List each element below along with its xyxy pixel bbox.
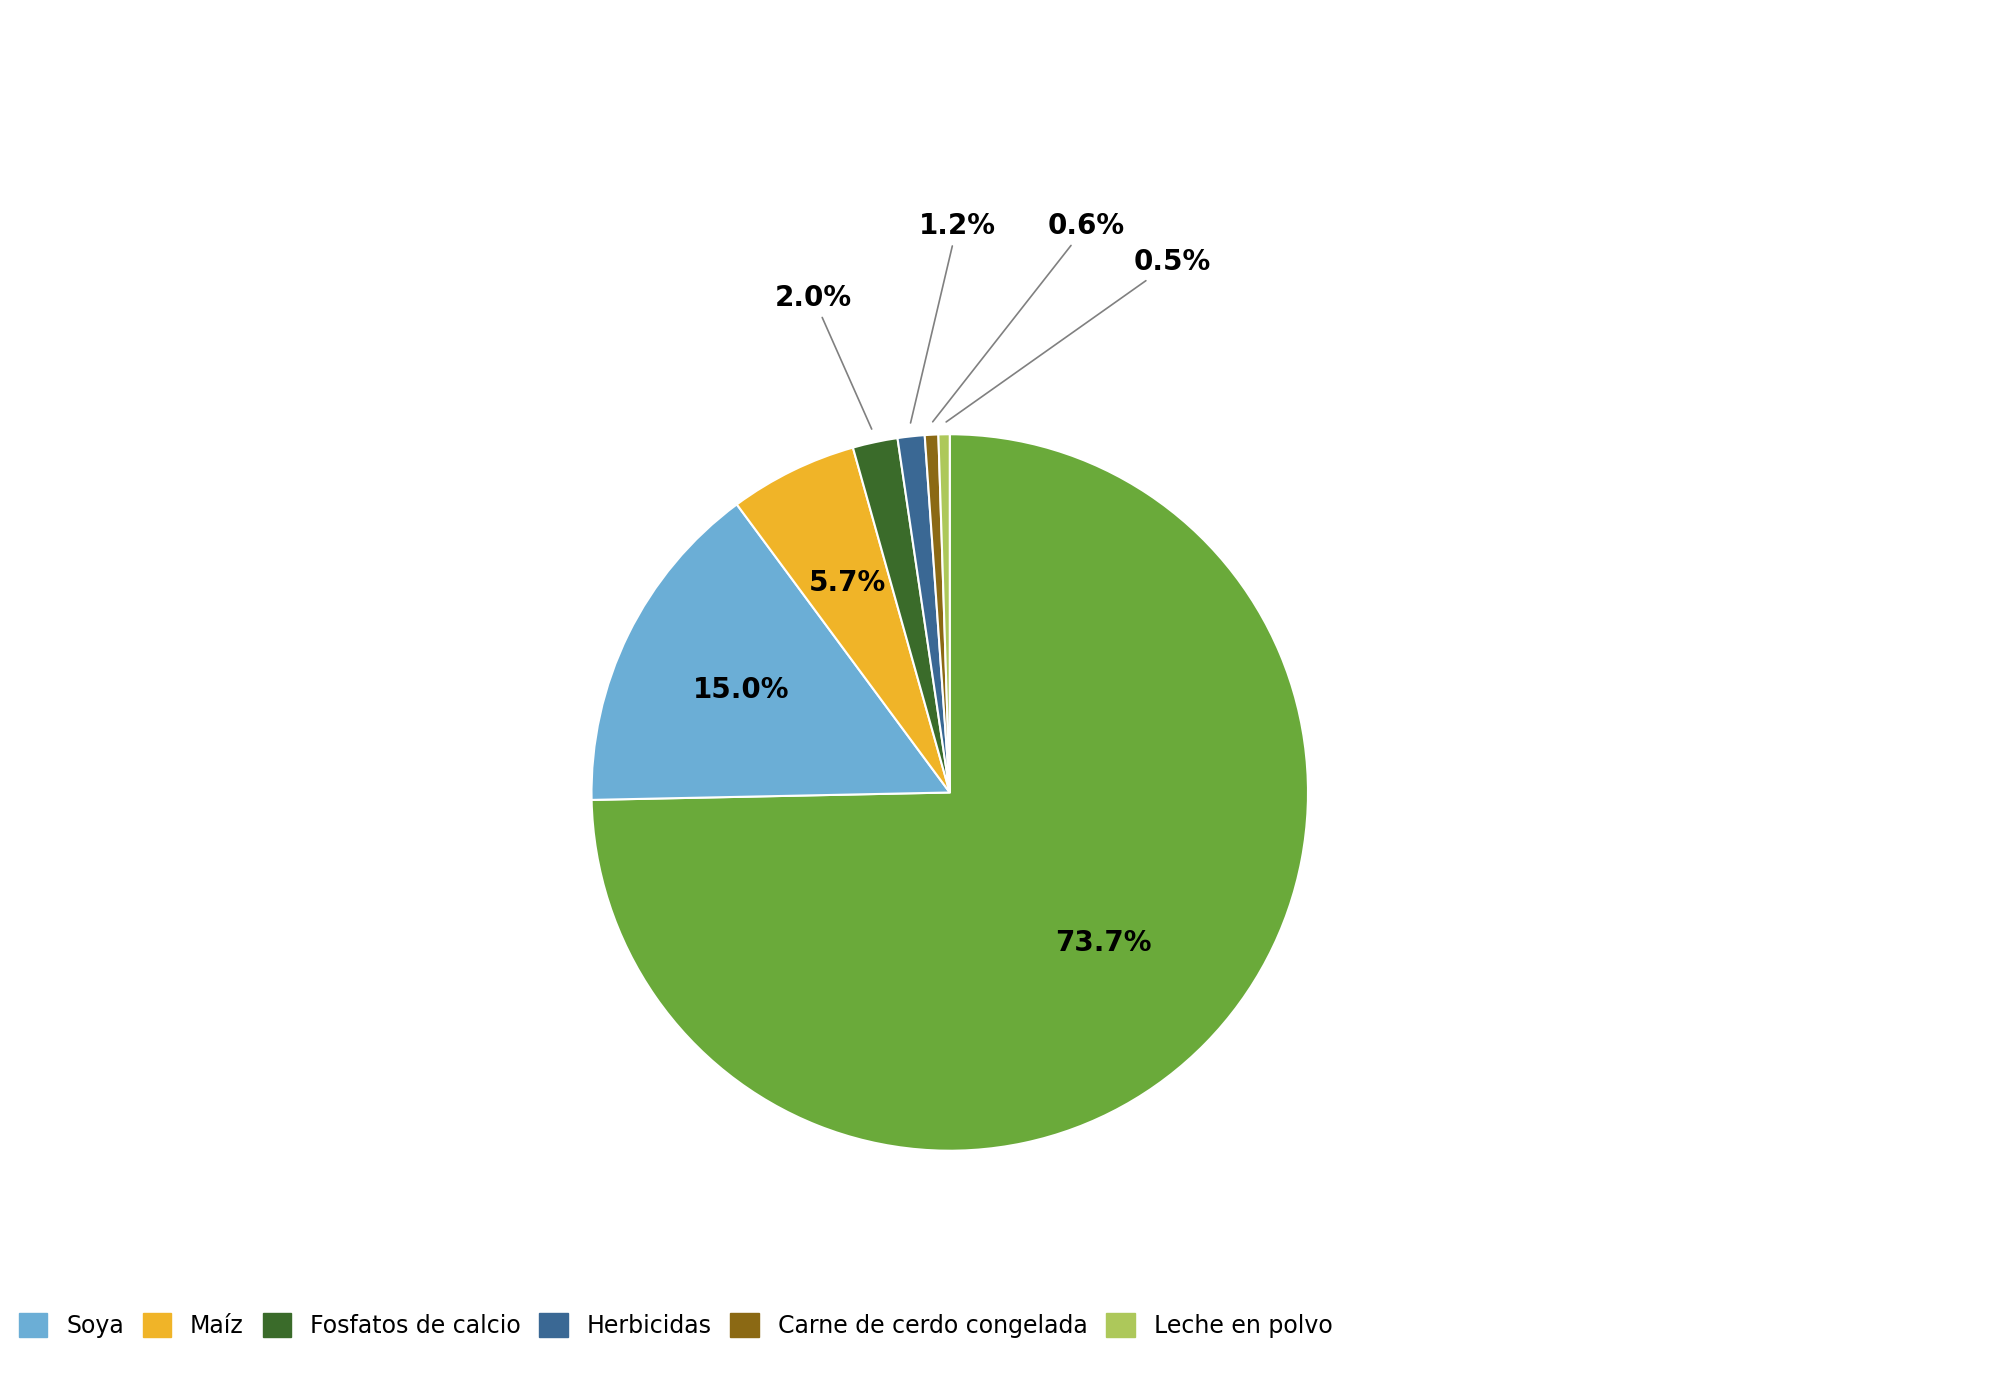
Wedge shape — [853, 438, 949, 793]
Wedge shape — [897, 435, 949, 793]
Wedge shape — [925, 435, 949, 793]
Wedge shape — [592, 435, 1309, 1151]
Text: 5.7%: 5.7% — [809, 569, 885, 597]
Text: 15.0%: 15.0% — [692, 675, 789, 703]
Legend: Pollo, Soya, Maíz, Fosfatos de calcio, Herbicidas, Carne de cerdo congelada, Lec: Pollo, Soya, Maíz, Fosfatos de calcio, H… — [0, 1313, 1333, 1338]
Wedge shape — [939, 435, 949, 793]
Text: 73.7%: 73.7% — [1056, 928, 1152, 956]
Wedge shape — [592, 505, 949, 800]
Text: 0.6%: 0.6% — [933, 212, 1124, 422]
Text: 2.0%: 2.0% — [775, 284, 871, 429]
Text: 1.2%: 1.2% — [911, 212, 995, 424]
Text: 0.5%: 0.5% — [945, 249, 1210, 422]
Wedge shape — [737, 447, 949, 793]
